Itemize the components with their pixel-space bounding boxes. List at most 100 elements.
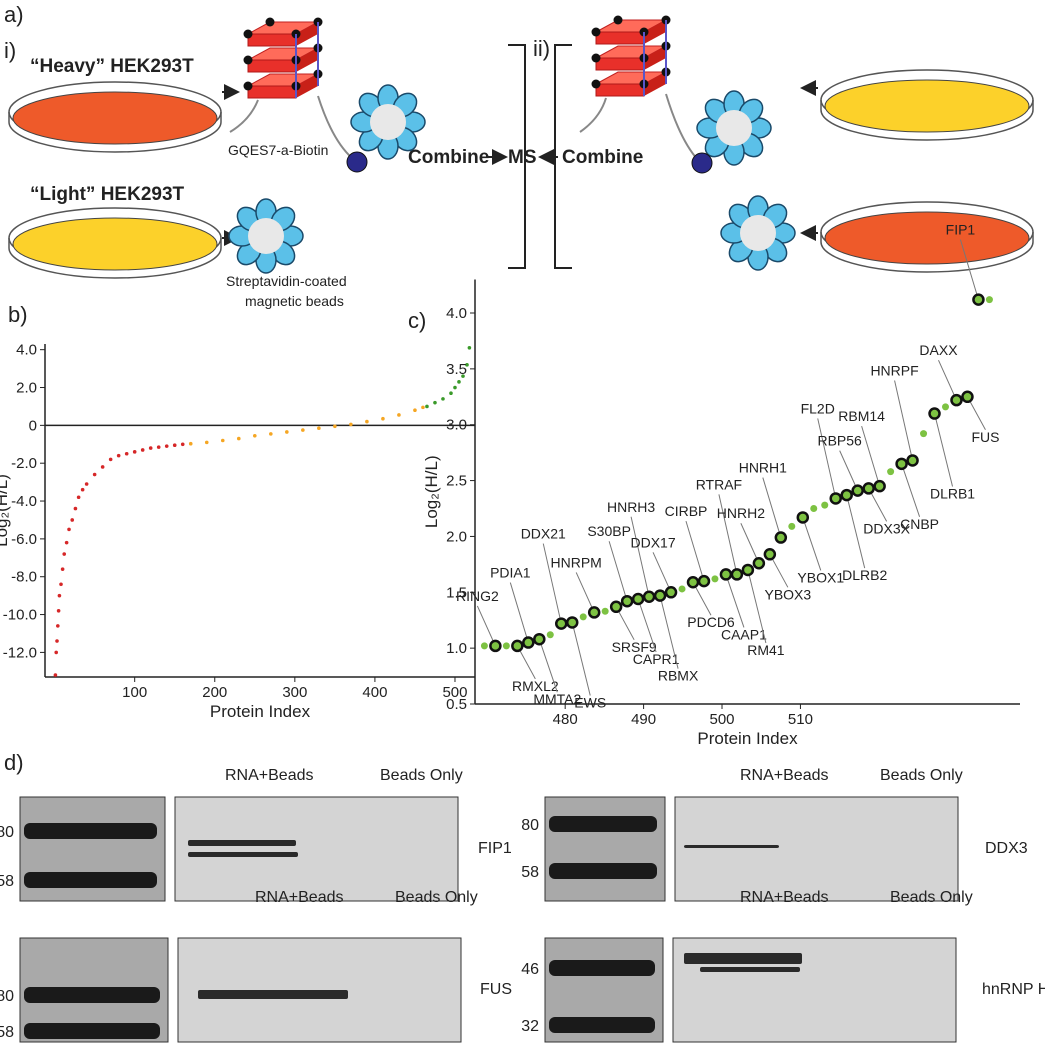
y-tick-label: 4.0 [446,305,467,322]
data-point [236,436,241,441]
beads-label: Streptavidin-coated [226,273,347,289]
point-label: DLRB1 [930,486,975,502]
x-tick-label: 400 [362,684,387,701]
data-point [317,426,321,430]
marker-label: 58 [0,1024,14,1041]
y-axis-label: Log₂(H/L) [0,474,11,547]
marker-label: 32 [521,1018,539,1035]
data-point [365,419,369,424]
point-label: PDIA1 [490,565,531,581]
data-point [730,568,744,581]
protein-band [700,967,800,972]
data-point [873,479,886,493]
data-point [381,416,385,421]
data-point [788,522,796,530]
rna-label: GQES7-a-Biotin [228,142,328,158]
leader-line [725,574,745,628]
data-point [609,600,623,614]
data-point [840,488,853,502]
dish-heavy-ii [820,201,1034,273]
leader-line [901,463,921,517]
ladder-band [549,816,657,832]
ladder-band [24,987,160,1003]
data-point [301,428,305,432]
lane-label: RNA+Beads [225,767,314,784]
marker-label: 80 [0,988,14,1005]
y-tick-label: 1.0 [446,640,467,657]
data-point [285,430,289,434]
data-point [711,575,719,583]
point-label: RTRAF [696,476,742,492]
data-point [810,505,818,513]
dish-light [8,207,222,279]
y-tick-label: -8.0 [11,569,37,586]
x-tick-label: 500 [709,711,734,728]
cube-node [243,81,253,91]
data-point [148,446,153,450]
data-point [796,511,810,524]
data-point [920,430,928,438]
data-point [895,457,908,471]
data-point [620,594,634,608]
combine-label: Combine [562,147,643,168]
cube-node [591,53,601,63]
point-label: DDX21 [521,526,566,542]
cube-node [591,27,601,37]
data-point [73,506,78,511]
x-axis-label: Protein Index [697,729,798,748]
x-tick-label: 490 [631,711,656,728]
y-tick-label: -4.0 [11,493,37,510]
data-point [413,408,417,413]
leader-line [718,494,738,575]
point-label: FUS [971,429,999,445]
data-point [587,606,601,619]
protein-band [684,845,779,848]
data-point [887,468,895,476]
lane-label: Beads Only [890,889,973,906]
point-label: DDX3X [863,520,910,536]
data-point [55,639,59,643]
data-point [188,441,193,446]
data-point [502,642,510,650]
point-label: SRSF9 [612,639,657,655]
leader-line [762,477,782,538]
point-label: FL2D [801,400,835,416]
leader-line [692,581,712,616]
data-point [56,624,60,628]
heavy-label: “Heavy” HEK293T [30,56,194,77]
rna-strand [665,93,699,161]
point-label: HNRPM [551,554,602,570]
protein-label: DDX3 [985,840,1028,857]
data-point [631,592,645,606]
leader-line [817,418,837,499]
bracket [508,44,526,269]
marker-label: 46 [521,961,539,978]
y-tick-label: 0 [29,417,37,434]
point-label: RM41 [747,642,785,658]
cube-layer [247,85,297,99]
combine-label: Combine [408,147,489,168]
leader-line [839,450,859,491]
marker-label: 58 [521,864,539,881]
leader-line [685,520,705,582]
data-point [697,574,711,588]
leader-line [967,396,986,431]
leader-line [959,239,979,300]
leader-line [769,554,789,588]
point-label: RBMX [658,668,699,684]
cube-layer [247,33,297,47]
data-point [906,454,919,467]
x-tick-label: 200 [202,684,227,701]
y-tick-label: 4.0 [16,342,37,359]
data-point [92,472,97,477]
rna-strand [229,99,259,133]
data-point [333,424,337,429]
y-tick-label: 2.0 [16,380,37,397]
bead-core [370,104,406,140]
rna-strand [317,95,353,159]
cube-layer [595,83,645,97]
rna-strand [579,97,607,133]
data-point [397,413,401,417]
ladder-band [549,1017,655,1033]
y-tick-label: 0.5 [446,696,467,713]
